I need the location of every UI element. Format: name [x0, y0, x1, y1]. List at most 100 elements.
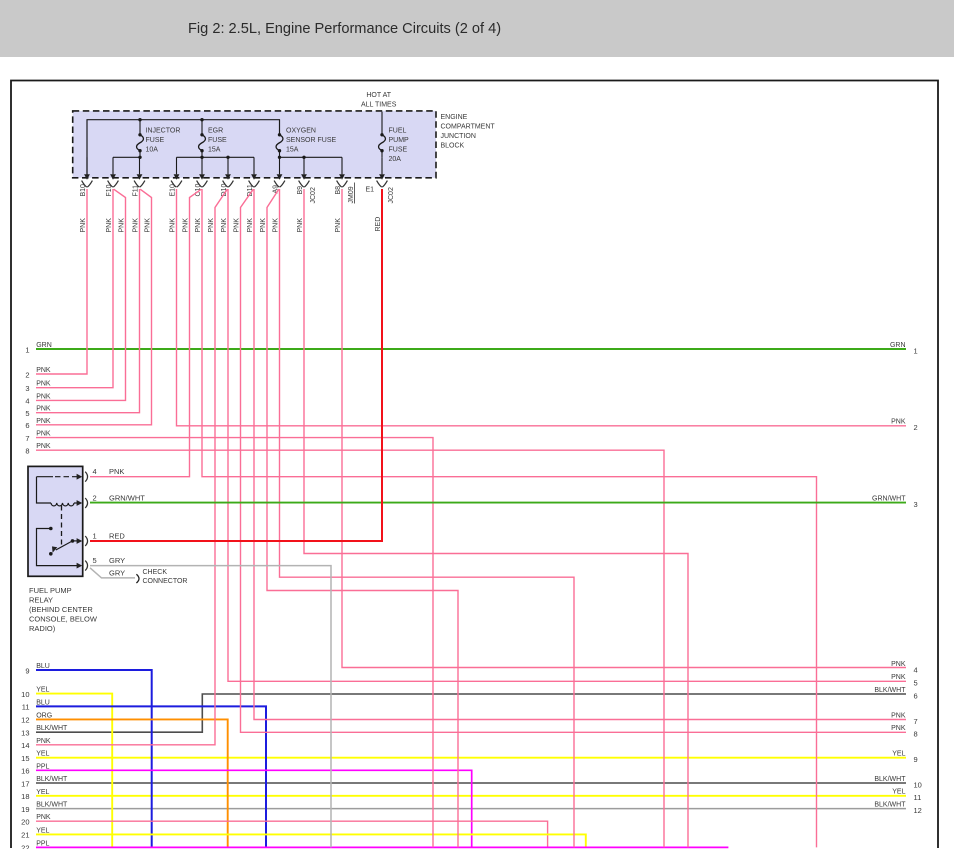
- svg-text:1: 1: [914, 346, 918, 355]
- svg-text:BLK/WHT: BLK/WHT: [874, 687, 906, 694]
- svg-text:PPL: PPL: [36, 763, 49, 770]
- svg-text:B9: B9: [297, 186, 304, 195]
- svg-text:PNK: PNK: [247, 218, 254, 233]
- svg-text:8: 8: [25, 447, 29, 456]
- svg-text:8: 8: [914, 730, 918, 739]
- svg-text:PNK: PNK: [36, 418, 51, 425]
- svg-text:15A: 15A: [208, 147, 221, 154]
- svg-text:17: 17: [21, 779, 29, 788]
- svg-text:FUEL: FUEL: [389, 127, 407, 134]
- svg-text:COMPARTMENT: COMPARTMENT: [441, 124, 496, 131]
- svg-text:3: 3: [25, 384, 29, 393]
- svg-text:ENGINE: ENGINE: [441, 114, 468, 121]
- svg-text:PNK: PNK: [208, 218, 215, 233]
- svg-text:PNK: PNK: [891, 725, 906, 732]
- svg-text:C10: C10: [195, 184, 202, 197]
- svg-text:9: 9: [914, 755, 918, 764]
- svg-text:ALL TIMES: ALL TIMES: [361, 101, 397, 108]
- svg-text:D11: D11: [247, 184, 254, 196]
- svg-text:PNK: PNK: [891, 674, 906, 681]
- svg-text:RED: RED: [109, 531, 125, 540]
- svg-text:9: 9: [25, 666, 29, 675]
- svg-text:B10: B10: [80, 184, 87, 197]
- svg-text:PNK: PNK: [119, 218, 126, 233]
- svg-text:PNK: PNK: [195, 218, 202, 233]
- svg-text:SENSOR FUSE: SENSOR FUSE: [286, 137, 337, 144]
- svg-text:PNK: PNK: [145, 218, 152, 233]
- svg-text:GRY: GRY: [109, 556, 125, 565]
- svg-text:3: 3: [914, 500, 918, 509]
- svg-text:PNK: PNK: [260, 218, 267, 233]
- svg-text:CHECK: CHECK: [143, 569, 168, 576]
- svg-text:19: 19: [21, 805, 29, 814]
- svg-text:CONNECTOR: CONNECTOR: [143, 578, 188, 585]
- svg-text:GRN/WHT: GRN/WHT: [109, 493, 145, 502]
- svg-text:CONSOLE, BELOW: CONSOLE, BELOW: [29, 615, 98, 624]
- svg-text:PNK: PNK: [133, 218, 140, 233]
- svg-text:5: 5: [25, 409, 29, 418]
- svg-text:PNK: PNK: [36, 367, 51, 374]
- svg-text:21: 21: [21, 831, 29, 840]
- svg-text:BLK/WHT: BLK/WHT: [874, 801, 906, 808]
- svg-text:PNK: PNK: [36, 406, 51, 413]
- svg-text:20: 20: [21, 818, 29, 827]
- svg-text:FUEL PUMP: FUEL PUMP: [29, 586, 72, 595]
- svg-text:7: 7: [914, 717, 918, 726]
- svg-text:F10: F10: [106, 184, 113, 196]
- svg-text:14: 14: [21, 741, 29, 750]
- svg-text:12: 12: [21, 716, 29, 725]
- svg-text:5: 5: [93, 556, 97, 565]
- svg-text:2: 2: [25, 370, 29, 379]
- svg-text:JC02: JC02: [388, 187, 395, 203]
- svg-text:B8: B8: [335, 186, 342, 195]
- svg-text:PNK: PNK: [36, 381, 51, 388]
- svg-text:FUSE: FUSE: [146, 137, 165, 144]
- svg-text:10: 10: [21, 690, 29, 699]
- svg-text:GRN: GRN: [36, 342, 52, 349]
- svg-text:D10: D10: [221, 184, 228, 197]
- svg-text:PNK: PNK: [891, 419, 906, 426]
- svg-text:PUMP: PUMP: [389, 137, 410, 144]
- svg-text:4: 4: [914, 665, 918, 674]
- svg-text:PNK: PNK: [183, 218, 190, 233]
- svg-text:RED: RED: [375, 217, 382, 232]
- svg-text:13: 13: [21, 729, 29, 738]
- svg-text:BLK/WHT: BLK/WHT: [36, 802, 68, 809]
- svg-text:JC02: JC02: [310, 187, 317, 203]
- svg-text:PNK: PNK: [891, 661, 906, 668]
- svg-text:OXYGEN: OXYGEN: [286, 127, 316, 134]
- svg-text:YEL: YEL: [36, 789, 49, 796]
- svg-text:HOT AT: HOT AT: [366, 92, 391, 99]
- svg-text:BLU: BLU: [36, 663, 50, 670]
- svg-text:PNK: PNK: [36, 814, 51, 821]
- svg-text:10: 10: [914, 780, 922, 789]
- svg-text:15A: 15A: [286, 147, 299, 154]
- svg-text:YEL: YEL: [36, 751, 49, 758]
- svg-text:2: 2: [93, 493, 97, 502]
- svg-text:YEL: YEL: [36, 827, 49, 834]
- svg-text:F11: F11: [133, 185, 140, 197]
- svg-text:YEL: YEL: [892, 789, 905, 796]
- svg-text:(BEHIND CENTER: (BEHIND CENTER: [29, 605, 93, 614]
- svg-text:A9: A9: [273, 185, 280, 194]
- svg-text:YEL: YEL: [36, 687, 49, 694]
- svg-text:PNK: PNK: [109, 467, 124, 476]
- svg-text:16: 16: [21, 767, 29, 776]
- svg-text:YEL: YEL: [892, 751, 905, 758]
- svg-text:RADIO): RADIO): [29, 624, 56, 633]
- svg-text:18: 18: [21, 792, 29, 801]
- svg-text:EGR: EGR: [208, 127, 223, 134]
- svg-text:PNK: PNK: [36, 738, 51, 745]
- svg-text:PNK: PNK: [80, 218, 87, 233]
- svg-text:BLOCK: BLOCK: [441, 142, 465, 149]
- svg-text:7: 7: [25, 434, 29, 443]
- svg-text:6: 6: [914, 691, 918, 700]
- svg-text:1: 1: [93, 531, 97, 540]
- svg-text:PNK: PNK: [36, 431, 51, 438]
- svg-text:PNK: PNK: [891, 712, 906, 719]
- svg-text:BLK/WHT: BLK/WHT: [36, 725, 68, 732]
- svg-text:ORG: ORG: [36, 712, 52, 719]
- svg-text:PNK: PNK: [273, 218, 280, 233]
- svg-text:FUSE: FUSE: [389, 147, 408, 154]
- svg-text:2: 2: [914, 423, 918, 432]
